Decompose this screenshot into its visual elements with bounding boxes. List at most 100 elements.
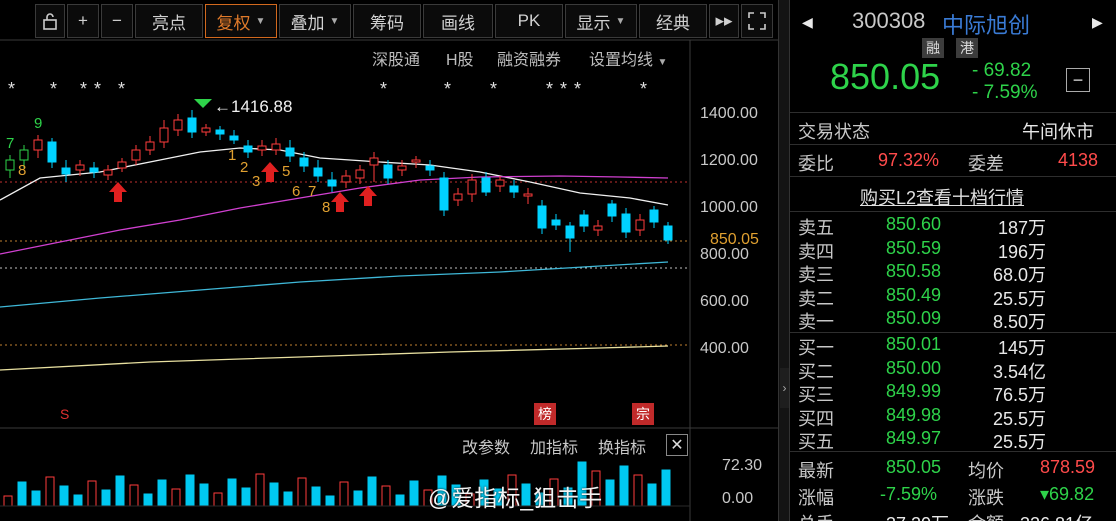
volume-bar xyxy=(129,484,139,507)
edit-params-button[interactable]: 改参数 xyxy=(462,440,511,457)
event-marker-icon[interactable]: * xyxy=(118,79,125,99)
day-count-label: 9 xyxy=(34,115,42,132)
subbar-hk-connect[interactable]: 深股通 xyxy=(372,52,421,69)
volume-bar xyxy=(325,495,335,507)
ask-level-label: 卖一 xyxy=(798,312,834,332)
candle-body xyxy=(285,147,295,157)
ask-volume: 68.0万 xyxy=(992,265,1046,285)
ask-row[interactable]: 卖二 850.49 25.5万 xyxy=(790,285,1116,309)
ask-row[interactable]: 卖五 850.60 187万 xyxy=(790,214,1116,238)
pct-label: 涨幅 xyxy=(798,488,834,508)
day-count-label: 8 xyxy=(322,199,330,216)
toolbar-classic-button[interactable]: 经典 xyxy=(639,4,707,38)
bid-row[interactable]: 买二 850.00 3.54亿 xyxy=(790,358,1116,382)
volume-bar xyxy=(647,483,657,507)
volume-bar xyxy=(73,494,83,507)
ask-row[interactable]: 卖三 850.58 68.0万 xyxy=(790,261,1116,285)
ask-row[interactable]: 卖四 850.59 196万 xyxy=(790,238,1116,262)
day-count-label: 7 xyxy=(6,135,14,152)
volume-bar xyxy=(45,476,55,507)
panel-divider[interactable]: › xyxy=(778,0,790,521)
fast-forward-icon[interactable]: ▸▸ xyxy=(709,4,739,38)
candle-body xyxy=(131,149,141,161)
volume-bar xyxy=(87,480,97,507)
bid-level-label: 买五 xyxy=(798,432,834,452)
total-label: 总手 xyxy=(798,510,834,521)
candle-body xyxy=(453,193,463,201)
bid-row[interactable]: 买一 850.01 145万 xyxy=(790,334,1116,358)
price-change-pct: - 7.59% xyxy=(972,82,1038,103)
add-indicator-button[interactable]: 加指标 xyxy=(530,440,579,457)
close-icon[interactable]: ✕ xyxy=(666,434,688,456)
event-marker-icon[interactable]: * xyxy=(8,79,15,99)
lock-icon[interactable] xyxy=(35,4,65,38)
candle-body xyxy=(551,219,561,226)
candle-body xyxy=(159,127,169,143)
volume-bar xyxy=(283,491,293,507)
bid-row[interactable]: 买三 849.99 76.5万 xyxy=(790,381,1116,405)
toolbar-adjust-button[interactable]: 复权 ▼ xyxy=(205,4,277,38)
collapse-handle-icon[interactable]: › xyxy=(780,368,789,408)
zoom-in-button[interactable]: + xyxy=(67,4,99,38)
toolbar-pk-button[interactable]: PK xyxy=(495,4,563,38)
badge-bang[interactable]: 榜 xyxy=(534,403,556,425)
event-marker-icon[interactable]: * xyxy=(94,79,101,99)
stock-name[interactable]: 中际旭创 xyxy=(942,13,1031,38)
divider xyxy=(790,176,1116,177)
volume-bar xyxy=(661,469,671,507)
latest-value: 850.05 xyxy=(886,457,942,477)
candle-body xyxy=(565,225,575,239)
event-marker-icon[interactable]: * xyxy=(490,79,497,99)
bid-price: 849.98 xyxy=(886,404,942,425)
ask-level-label: 卖三 xyxy=(798,265,834,285)
toolbar-display-button[interactable]: 显示 ▼ xyxy=(565,4,637,38)
bid-row[interactable]: 买五 849.97 25.5万 xyxy=(790,428,1116,452)
event-marker-icon[interactable]: * xyxy=(574,79,581,99)
total-value: 37.20万 xyxy=(886,510,949,521)
fullscreen-icon[interactable] xyxy=(741,4,773,38)
ask-row[interactable]: 卖一 850.09 8.50万 xyxy=(790,308,1116,332)
prev-stock-icon[interactable]: ◀ xyxy=(802,14,813,30)
tag-margin: 融 xyxy=(922,38,944,58)
volume-bar xyxy=(31,490,41,507)
toolbar-chips-button[interactable]: 筹码 xyxy=(353,4,421,38)
zoom-out-button[interactable]: − xyxy=(101,4,133,38)
remove-watch-button[interactable]: − xyxy=(1066,68,1090,92)
ask-price: 850.09 xyxy=(886,308,942,328)
event-marker-icon[interactable]: * xyxy=(50,79,57,99)
divider xyxy=(790,451,1116,452)
candle-body xyxy=(355,169,365,179)
switch-indicator-button[interactable]: 换指标 xyxy=(598,440,647,457)
volume-bar xyxy=(241,487,251,507)
chg-label: 涨跌 xyxy=(968,488,1004,508)
bid-price: 850.01 xyxy=(886,334,942,354)
next-stock-icon[interactable]: ▶ xyxy=(1092,14,1103,30)
volume-bar xyxy=(101,489,111,507)
buy-arrow-icon xyxy=(261,162,279,182)
price-change: - 69.82 xyxy=(972,60,1032,81)
l2-upgrade-link[interactable]: 购买L2查看十档行情 xyxy=(860,188,1025,208)
toolbar-draw-button[interactable]: 画线 xyxy=(423,4,493,38)
y-tick-label: 600.00 xyxy=(700,293,749,310)
volume-bar xyxy=(199,483,209,507)
quote-panel: ◀ ▶ 300308 中际旭创 融 港 850.05 - 69.82 - 7.5… xyxy=(790,0,1116,521)
event-marker-icon[interactable]: * xyxy=(640,79,647,99)
bid-row[interactable]: 买四 849.98 25.5万 xyxy=(790,404,1116,429)
toolbar-highlight-button[interactable]: 亮点 xyxy=(135,4,203,38)
subbar-h-share[interactable]: H股 xyxy=(446,52,474,69)
candle-body xyxy=(173,119,183,131)
event-marker-icon[interactable]: * xyxy=(80,79,87,99)
subbar-ma-settings[interactable]: 设置均线 ▼ xyxy=(589,52,668,69)
subbar-margin[interactable]: 融资融券 xyxy=(497,52,562,69)
toolbar-overlay-button[interactable]: 叠加 ▼ xyxy=(279,4,351,38)
event-marker-icon[interactable]: * xyxy=(546,79,553,99)
candle-body xyxy=(523,193,533,197)
event-marker-icon[interactable]: * xyxy=(444,79,451,99)
weicha-value: 4138 xyxy=(1058,150,1099,170)
badge-zong[interactable]: 宗 xyxy=(632,403,654,425)
event-marker-icon[interactable]: * xyxy=(560,79,567,99)
candle-body xyxy=(229,135,239,141)
event-marker-icon[interactable]: * xyxy=(380,79,387,99)
candle-body xyxy=(635,219,645,231)
divider xyxy=(790,332,1116,333)
